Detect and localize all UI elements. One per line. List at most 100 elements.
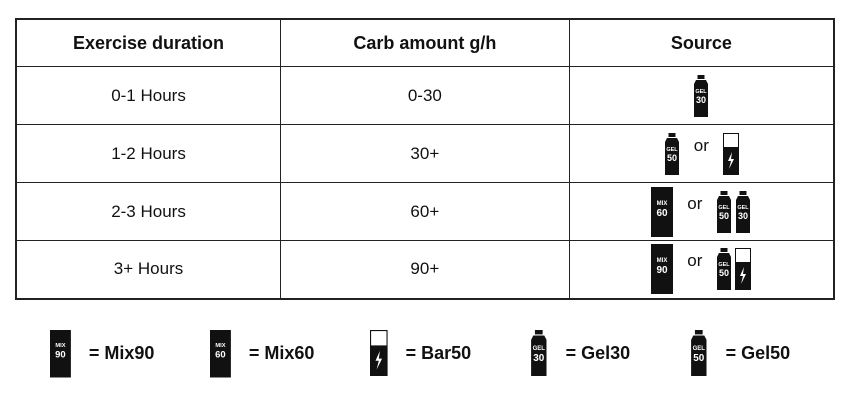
carb-table: Exercise duration Carb amount g/h Source 0… [15,18,835,300]
legend-item: = Bar50 [370,330,472,377]
cap [534,330,543,335]
legend-label: = Mix90 [88,343,155,364]
legend: MIX 90 = Mix90 MIX 60 = Mix60 = Bar50 GEL 30 = Ge… [0,330,850,390]
option: GEL 30 [693,74,709,117]
icon-brand: GEL [719,262,731,268]
icon-brand: GEL [693,346,706,352]
carbs-cell: 30+ [280,124,570,183]
cap [720,248,728,253]
bottle [736,195,751,233]
icon-brand: GEL [738,205,750,211]
bolt [740,267,747,285]
source-options: MIX 90 or GEL 50 [570,244,833,295]
option: GEL 50 [716,248,752,291]
column-header: Source [568,18,835,67]
separator: or [687,193,703,213]
bottle [691,335,707,377]
bottle [664,137,679,175]
carbs-cell: 60+ [280,182,570,241]
icon-number: 90 [55,350,66,361]
column-header: Carb amount g/h [280,18,570,67]
icon-brand: MIX [215,343,225,349]
separator: or [687,251,703,271]
cap [694,330,703,335]
icon-number: 50 [693,353,704,364]
bolt [375,350,383,370]
icon-number: 60 [215,350,226,361]
bar-icon [370,330,388,377]
legend-label: = Mix60 [248,343,315,364]
header-row: Exercise duration Carb amount g/h Source [15,18,835,67]
legend-label: = Gel50 [725,342,791,363]
cap [720,190,728,195]
bolt [727,151,734,169]
bar-icon [722,132,739,175]
table-body: 0-1 Hours 0-30 GEL 30 1-2 Hours 30+ GEL 50 or 2-3… [15,66,835,299]
icon-brand: MIX [55,343,65,349]
source-cell: MIX 90 or GEL 50 [568,240,835,299]
icon-number: 50 [719,268,729,278]
table-row: 3+ Hours 90+ MIX 90 or GEL 50 [15,240,835,299]
icon-brand: GEL [533,346,546,352]
icon-brand: MIX [657,258,668,264]
duration-cell: 1-2 Hours [15,124,282,183]
option [722,132,739,175]
carbs-cell: 90+ [280,240,570,299]
table-row: 1-2 Hours 30+ GEL 50 or [15,124,835,183]
bottle [531,335,547,377]
source-cell: GEL 30 [568,66,835,125]
carbs-cell: 0-30 [280,66,570,125]
option: MIX 60 [651,186,674,237]
pouch [210,330,231,378]
legend-label: = Gel30 [565,342,631,363]
icon-brand: GEL [696,89,708,95]
legend-label: = Bar50 [405,342,472,363]
pouch [50,330,71,378]
icon-number: 30 [696,95,706,105]
table-row: 0-1 Hours 0-30 GEL 30 [15,66,835,125]
option: GEL 50 [664,132,680,175]
legend-item: MIX 90 = Mix90 [50,330,154,378]
pouch [651,186,674,237]
source-options: GEL 50 or [570,132,833,175]
bottle [694,79,709,117]
source-options: MIX 60 or GEL 50 GEL 30 [570,186,833,237]
legend-item: GEL 50 = Gel50 [690,330,791,377]
icon-brand: MIX [657,201,668,207]
option: GEL 50 GEL 30 [716,190,751,233]
cap [668,132,676,137]
duration-cell: 2-3 Hours [15,182,282,241]
legend-item: GEL 30 = Gel30 [530,330,631,377]
column-header: Exercise duration [15,18,282,67]
table-header: Exercise duration Carb amount g/h Source [15,18,835,67]
table-row: 2-3 Hours 60+ MIX 60 or GEL 50 GEL 30 [15,182,835,241]
duration-cell: 0-1 Hours [15,66,282,125]
icon-brand: GEL [719,205,731,211]
icon-brand: GEL [666,147,678,153]
source-cell: MIX 60 or GEL 50 GEL 30 [568,182,835,241]
pouch [651,244,674,295]
source-cell: GEL 50 or [568,124,835,183]
option: MIX 90 [651,244,674,295]
icon-number: 90 [657,265,669,276]
source-options: GEL 30 [570,74,833,117]
icon-number: 50 [667,153,677,163]
cap [739,190,747,195]
duration-cell: 3+ Hours [15,240,282,299]
bar-icon [735,248,752,291]
icon-number: 30 [533,353,544,364]
cap [697,74,705,79]
icon-number: 30 [738,211,748,221]
